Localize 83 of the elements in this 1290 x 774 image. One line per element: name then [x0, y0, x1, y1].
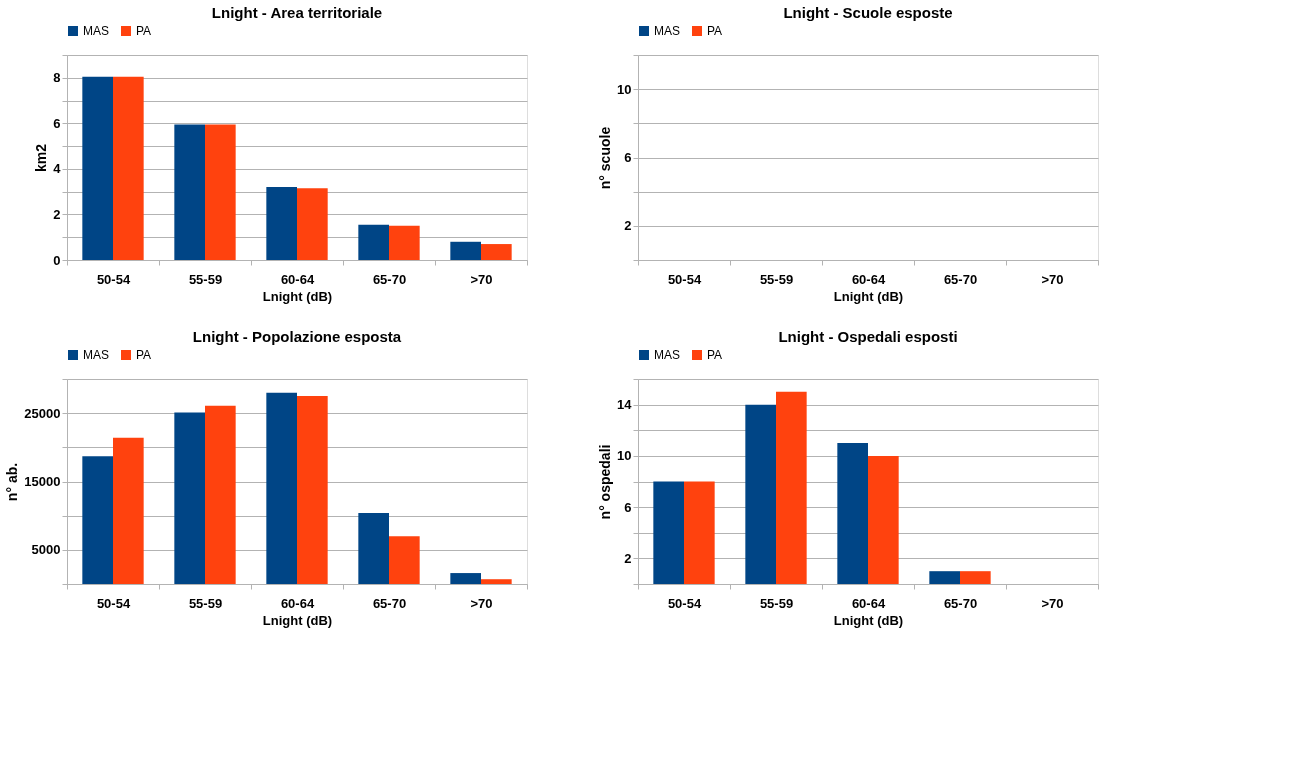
x-tick-label: 55-59 — [188, 271, 223, 287]
bar — [653, 481, 684, 584]
bar — [205, 405, 236, 584]
y-axis-title: km2 — [33, 143, 50, 173]
x-tick-label: 50-54 — [96, 595, 131, 611]
bar — [450, 573, 481, 584]
x-tick-label: 60-64 — [851, 595, 886, 611]
legend-label: PA — [136, 24, 152, 38]
bar — [960, 571, 991, 584]
y-tick-label: 15000 — [24, 474, 61, 489]
bar — [82, 456, 113, 584]
bar — [389, 225, 420, 260]
y-tick-label: 0 — [53, 252, 61, 268]
legend-label: PA — [707, 348, 723, 362]
y-tick-label: 14 — [617, 397, 633, 413]
bar — [266, 187, 297, 260]
bar — [837, 443, 868, 584]
y-tick-label: 10 — [617, 81, 632, 97]
x-axis-title: Lnight (dB) — [833, 612, 904, 628]
chart-title: Lnight - Scuole esposte — [783, 4, 953, 21]
y-tick-label: 5000 — [31, 542, 61, 558]
bar — [929, 571, 960, 584]
bar — [450, 241, 481, 260]
x-tick-label: 50-54 — [667, 595, 702, 611]
y-tick-label: 2 — [53, 206, 61, 222]
x-tick-label: 55-59 — [759, 271, 794, 287]
x-axis-title: Lnight (dB) — [262, 288, 333, 304]
bar — [174, 124, 205, 260]
bar — [113, 76, 144, 260]
x-tick-label: 60-64 — [280, 271, 315, 287]
bar — [745, 404, 776, 584]
bar — [389, 536, 420, 584]
bar — [82, 76, 113, 260]
legend-label: PA — [707, 24, 723, 38]
bar — [205, 124, 236, 260]
x-tick-label: 55-59 — [188, 595, 223, 611]
y-tick-label: 6 — [624, 499, 632, 515]
y-tick-label: 6 — [624, 150, 632, 165]
x-tick-label: 65-70 — [943, 271, 978, 287]
legend-label: MAS — [83, 348, 110, 362]
bar — [174, 412, 205, 584]
y-tick-label: 8 — [53, 70, 61, 86]
bar — [297, 188, 328, 260]
y-tick-label: 2 — [624, 550, 632, 566]
x-axis-title: Lnight (dB) — [262, 612, 333, 628]
x-tick-label: >70 — [470, 595, 493, 611]
legend-label: MAS — [654, 24, 681, 38]
x-tick-label: 60-64 — [851, 271, 886, 287]
bar — [358, 224, 389, 260]
legend-label: MAS — [654, 348, 681, 362]
bar — [297, 396, 328, 584]
x-tick-label: >70 — [1041, 595, 1064, 611]
bar — [358, 512, 389, 584]
y-axis-title: n° ab. — [4, 462, 21, 502]
y-tick-label: 2 — [624, 218, 632, 234]
bar — [481, 244, 512, 260]
chart-title: Lnight - Popolazione esposta — [192, 328, 402, 345]
x-tick-label: 65-70 — [372, 271, 407, 287]
x-tick-label: >70 — [470, 271, 493, 287]
x-tick-label: 60-64 — [280, 595, 315, 611]
y-axis-title: n° scuole — [597, 126, 614, 190]
y-tick-label: 25000 — [24, 405, 61, 421]
y-tick-label: 6 — [53, 115, 61, 131]
x-tick-label: 50-54 — [667, 271, 702, 287]
legend-label: MAS — [83, 24, 110, 38]
x-tick-label: 65-70 — [372, 595, 407, 611]
x-axis-title: Lnight (dB) — [833, 288, 904, 304]
bar — [266, 392, 297, 584]
chart-title: Lnight - Area territoriale — [211, 4, 383, 21]
bar — [868, 455, 899, 584]
y-tick-label: 10 — [617, 448, 632, 464]
bar — [684, 481, 715, 584]
bar — [481, 579, 512, 584]
y-axis-title: n° ospedali — [597, 444, 614, 520]
y-tick-label: 4 — [53, 161, 62, 177]
x-tick-label: 55-59 — [759, 595, 794, 611]
legend-label: PA — [136, 348, 152, 362]
bar — [113, 437, 144, 584]
x-tick-label: >70 — [1041, 271, 1064, 287]
x-tick-label: 50-54 — [96, 271, 131, 287]
x-tick-label: 65-70 — [943, 595, 978, 611]
chart-title: Lnight - Ospedali esposti — [778, 328, 958, 345]
bar — [776, 391, 807, 584]
